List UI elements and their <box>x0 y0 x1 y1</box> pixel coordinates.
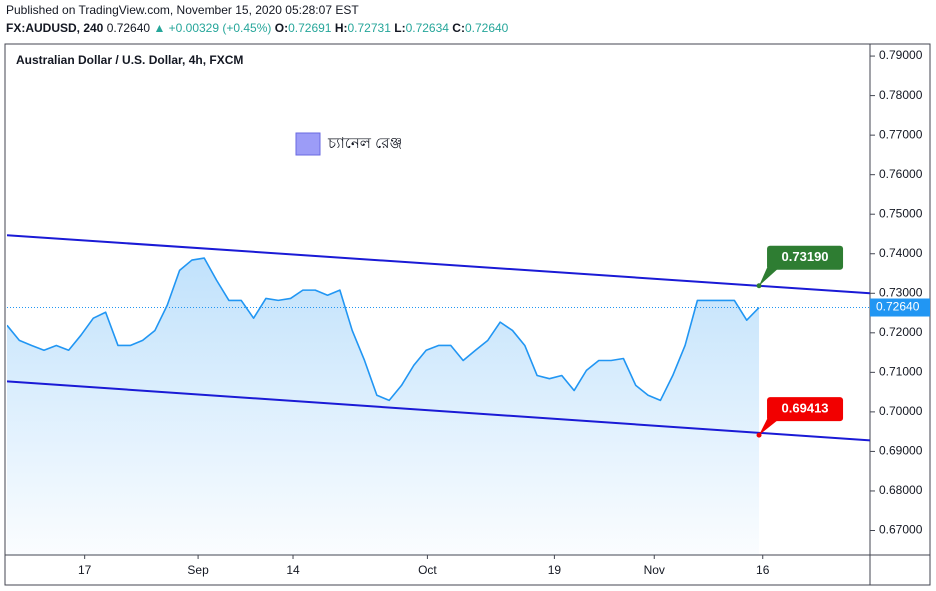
ohlc-value: 0.72634 <box>406 21 450 35</box>
x-tick-label: Nov <box>644 563 665 577</box>
x-tick-label: 16 <box>756 563 770 577</box>
ohlc-label: L: <box>394 21 405 35</box>
y-tick-label: 0.78000 <box>879 88 923 102</box>
y-tick-label: 0.77000 <box>879 127 923 141</box>
y-tick-label: 0.69000 <box>879 444 923 458</box>
channel-line <box>7 234 870 295</box>
ohlc-value: 0.72640 <box>465 21 509 35</box>
y-tick-label: 0.71000 <box>879 365 923 379</box>
last-price-tag <box>870 298 930 317</box>
last-price-label: 0.72640 <box>876 300 920 314</box>
y-tick-label: 0.79000 <box>879 48 923 62</box>
chart-title: Australian Dollar / U.S. Dollar, 4h, FXC… <box>16 53 243 67</box>
marker-pointer <box>759 419 780 436</box>
symbol-line: FX:AUDUSD, 240 0.72640 ▲ +0.00329 (+0.45… <box>6 21 509 35</box>
x-tick-label: 17 <box>78 563 92 577</box>
change: ▲ +0.00329 (+0.45%) <box>153 21 271 35</box>
plot <box>7 234 870 555</box>
y-tick-label: 0.70000 <box>879 404 923 418</box>
price-line <box>7 257 760 402</box>
x-tick-label: Sep <box>187 563 209 577</box>
x-tick-label: 19 <box>548 563 562 577</box>
ohlc-value: 0.72691 <box>288 21 332 35</box>
ohlc-label: C: <box>452 21 465 35</box>
last-price: 0.72640 <box>107 21 151 35</box>
y-tick-label: 0.75000 <box>879 206 923 220</box>
marker-box <box>767 245 844 270</box>
marker-box <box>767 397 844 422</box>
marker-label: 0.69413 <box>782 401 829 416</box>
x-tick-label: 14 <box>286 563 300 577</box>
y-tick-label: 0.74000 <box>879 246 923 260</box>
symbol: FX:AUDUSD, 240 <box>6 21 104 35</box>
ohlc-label: O: <box>275 21 288 35</box>
channel-line <box>7 380 870 442</box>
y-tick-label: 0.76000 <box>879 167 923 181</box>
legend-label: চ্যানেল রেঞ্জ <box>327 135 402 152</box>
ohlc-label: H: <box>335 21 348 35</box>
y-tick-label: 0.67000 <box>879 523 923 537</box>
x-tick-label: Oct <box>418 563 437 577</box>
y-tick-label: 0.72000 <box>879 325 923 339</box>
legend-swatch <box>295 132 321 156</box>
y-tick-label: 0.68000 <box>879 483 923 497</box>
published-note: Published on TradingView.com, November 1… <box>6 3 359 17</box>
marker-pointer <box>759 267 780 286</box>
y-tick-label: 0.73000 <box>879 285 923 299</box>
ohlc-value: 0.72731 <box>348 21 392 35</box>
marker-label: 0.73190 <box>782 249 829 264</box>
